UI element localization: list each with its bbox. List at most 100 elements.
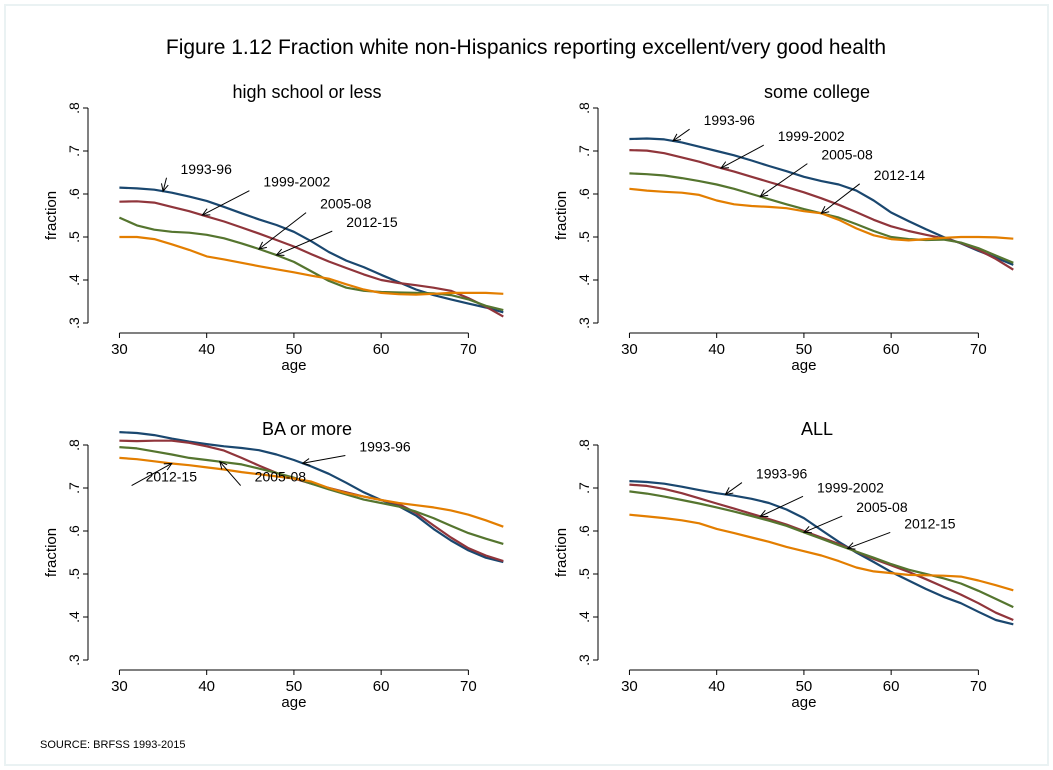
y-tick-label: .3 [576, 654, 592, 666]
y-tick-label: .4 [576, 611, 592, 623]
y-tick-label: .8 [576, 439, 592, 451]
x-axis-title: age [791, 694, 816, 711]
annotation-arrowhead [258, 241, 267, 250]
annotation-label: 1999-2002 [263, 174, 330, 190]
annotation-arrow [258, 212, 307, 250]
annotation-label: 1993-96 [704, 112, 756, 128]
y-tick-label: .7 [576, 482, 592, 494]
panel-4: ALL .3 .4 .5 .6 .7 .8 fraction 30 40 50 60 70 age 1993… [553, 419, 1014, 711]
annotation-label: 2005-08 [856, 499, 908, 515]
x-tick-label: 50 [796, 341, 813, 358]
annotation-arrowhead [759, 509, 769, 517]
panels: high school or less .3 .4 .5 .6 .7 .8 fraction 3… [43, 82, 1014, 711]
series-line-1993-96 [119, 186, 504, 314]
y-tick-label: .6 [66, 188, 82, 200]
series-line-2012-15 [119, 235, 504, 296]
series-line-2012-15 [629, 513, 1014, 592]
panel-title: some college [764, 82, 870, 102]
annotation-arrowhead [201, 208, 211, 216]
annotation-label: 1999-2002 [778, 128, 845, 144]
x-tick-label: 40 [198, 341, 215, 358]
annotation-arrow [847, 531, 891, 549]
y-axis-title: fraction [43, 191, 60, 240]
panel-title: BA or more [262, 419, 352, 439]
y-axis-title: fraction [553, 191, 570, 240]
annotation-arrowhead [301, 458, 311, 466]
annotation-arrow [672, 128, 690, 142]
y-tick-label: .7 [576, 145, 592, 157]
annotation-arrowhead [724, 487, 734, 496]
y-tick-label: .7 [66, 482, 82, 494]
annotation-label: 2012-15 [904, 515, 956, 531]
y-tick-label: .8 [576, 102, 592, 114]
x-axis-title: age [791, 357, 816, 374]
annotation-arrow [131, 463, 173, 486]
annotation-arrow [725, 482, 743, 495]
x-axis-title: age [281, 357, 306, 374]
annotation-arrowhead [219, 460, 228, 470]
annotation-arrowhead [720, 161, 730, 169]
panel-title: high school or less [232, 82, 381, 102]
panel-1: high school or less .3 .4 .5 .6 .7 .8 fraction 3… [43, 82, 504, 374]
x-tick-label: 60 [373, 341, 390, 358]
annotation-label: 1993-96 [756, 466, 808, 482]
y-tick-label: .3 [576, 317, 592, 329]
annotation-arrow [162, 177, 167, 192]
annotation-arrowhead [820, 205, 830, 215]
annotation-arrow [219, 461, 242, 486]
annotation-arrow [803, 515, 843, 533]
x-tick-label: 30 [111, 341, 128, 358]
x-tick-label: 40 [198, 678, 215, 695]
y-tick-label: .4 [66, 611, 82, 623]
series-line-1993-96 [629, 480, 1014, 626]
source-note: SOURCE: BRFSS 1993-2015 [40, 739, 186, 751]
x-tick-label: 40 [708, 678, 725, 695]
annotation-label: 1999-2002 [817, 479, 884, 495]
annotation-arrow [202, 190, 250, 216]
y-tick-label: .5 [576, 568, 592, 580]
y-tick-label: .5 [66, 568, 82, 580]
y-tick-label: .3 [66, 317, 82, 329]
annotation-arrowhead [163, 462, 173, 471]
y-tick-label: .7 [66, 145, 82, 157]
x-tick-label: 50 [796, 678, 813, 695]
y-axis-title: fraction [553, 528, 570, 577]
y-tick-label: .6 [66, 525, 82, 537]
y-tick-label: .5 [66, 231, 82, 243]
y-tick-label: .6 [576, 525, 592, 537]
annotation-arrow [720, 144, 764, 169]
x-tick-label: 70 [460, 341, 477, 358]
annotation-arrowhead [160, 183, 169, 193]
x-tick-label: 40 [708, 341, 725, 358]
panel-2: some college .3 .4 .5 .6 .7 .8 fraction 30 40 50 60… [553, 82, 1014, 374]
panel-title: ALL [801, 419, 833, 439]
y-tick-label: .3 [66, 654, 82, 666]
x-tick-label: 30 [111, 678, 128, 695]
x-tick-label: 70 [970, 341, 987, 358]
annotation-label: 1993-96 [359, 438, 411, 454]
panel-3: BA or more .3 .4 .5 .6 .7 .8 fraction 30 40 50 60 70… [43, 419, 504, 711]
annotation-arrowhead [275, 248, 285, 256]
y-tick-label: .8 [66, 102, 82, 114]
x-tick-label: 70 [970, 678, 987, 695]
x-tick-label: 70 [460, 678, 477, 695]
y-tick-label: .4 [66, 274, 82, 286]
x-axis-title: age [281, 694, 306, 711]
annotation-arrowhead [672, 133, 682, 142]
series-line-2012-15 [119, 456, 504, 528]
annotation-label: 2012-15 [146, 469, 198, 485]
figure-title: Figure 1.12 Fraction white non-Hispanics… [166, 36, 886, 59]
annotation-label: 1993-96 [181, 161, 233, 177]
figure-frame [4, 4, 1049, 766]
series-line-2005-08 [629, 490, 1014, 609]
series-line-1993-96 [119, 431, 504, 564]
y-tick-label: .5 [576, 231, 592, 243]
series-line-2005-08 [119, 446, 504, 545]
annotation-label: 2005-08 [320, 196, 372, 212]
x-tick-label: 50 [286, 341, 303, 358]
annotation-label: 2012-15 [346, 214, 398, 230]
annotation-arrowhead [846, 542, 856, 550]
x-tick-label: 60 [883, 341, 900, 358]
annotation-arrowhead [802, 525, 812, 534]
